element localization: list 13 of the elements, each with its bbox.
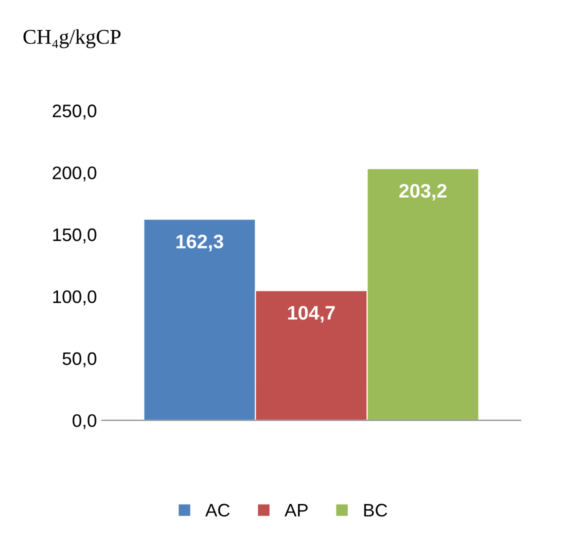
legend-label: AP bbox=[284, 504, 308, 516]
y-tick-label: 0,0 bbox=[72, 414, 96, 430]
legend-label: AC bbox=[205, 504, 230, 517]
y-tick-label: 100,0 bbox=[53, 290, 96, 306]
y-tick-label: 200,0 bbox=[52, 166, 96, 182]
y-tick-label: 150,0 bbox=[53, 228, 96, 244]
y-tick-label: 50,0 bbox=[62, 352, 96, 368]
y-tick-label: 250,0 bbox=[52, 104, 96, 120]
chart-title: CH₄g/kgCP bbox=[23, 29, 121, 48]
legend-label: BC bbox=[364, 504, 388, 517]
data-label: 162,3 bbox=[176, 234, 224, 252]
data-label: 203,2 bbox=[399, 184, 447, 201]
data-label: 104,7 bbox=[288, 306, 335, 323]
